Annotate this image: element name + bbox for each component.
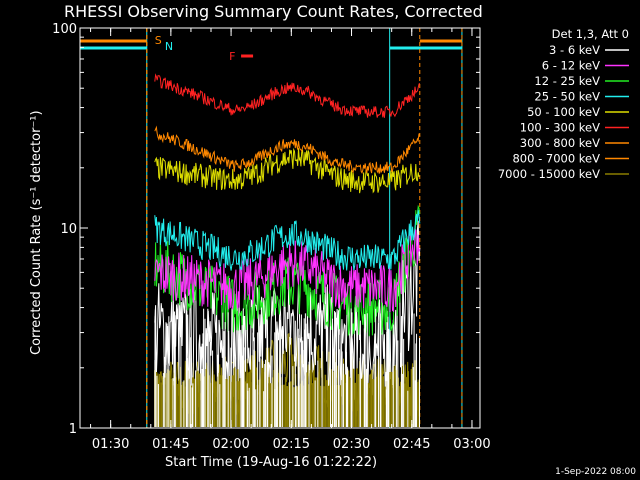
- legend-entry-label: 300 - 800 keV: [520, 136, 600, 150]
- series-line: [154, 147, 420, 194]
- legend-entry-label: 800 - 7000 keV: [512, 152, 600, 166]
- x-tick-label: 02:30: [333, 437, 370, 452]
- y-tick-label: 100: [52, 22, 77, 37]
- x-tick-label: 01:30: [92, 437, 129, 452]
- plot-area: S N F: [80, 28, 463, 428]
- x-axis-label: Start Time (19-Aug-16 01:22:22): [165, 455, 377, 470]
- y-axis-label: Corrected Count Rate (s⁻¹ detector⁻¹): [29, 110, 44, 355]
- series-line: [154, 73, 421, 118]
- y-tick-label: 1: [69, 422, 77, 437]
- legend-entry-label: 7000 - 15000 keV: [498, 167, 600, 181]
- legend-entry-label: 3 - 6 keV: [549, 43, 600, 57]
- series-line: [154, 125, 421, 175]
- generated-timestamp: 1-Sep-2022 08:00: [555, 467, 636, 477]
- chart-title: RHESSI Observing Summary Count Rates, Co…: [64, 2, 483, 21]
- x-tick-label: 02:15: [273, 437, 310, 452]
- series-line: [154, 226, 421, 313]
- axes: 1 10 100 01:30 01:45 02:00 02:15 02:30 02:45 03:0…: [52, 22, 491, 452]
- x-tick-label: 02:45: [393, 437, 430, 452]
- series-line: [154, 209, 421, 271]
- legend-entry-label: 6 - 12 keV: [542, 59, 600, 73]
- event-marker-label: N: [165, 40, 173, 53]
- y-tick-label: 10: [60, 222, 77, 237]
- legend-entry-label: 12 - 25 keV: [534, 74, 600, 88]
- x-tick-label: 03:00: [453, 437, 490, 452]
- x-tick-label: 02:00: [212, 437, 249, 452]
- event-marker-label: S: [155, 34, 162, 47]
- event-marker-label: F: [229, 50, 235, 63]
- legend-entry-label: 25 - 50 keV: [534, 90, 600, 104]
- legend-title: Det 1,3, Att 0: [552, 27, 629, 41]
- legend-entry-label: 50 - 100 keV: [527, 105, 600, 119]
- x-tick-label: 01:45: [152, 437, 189, 452]
- legend-entry-label: 100 - 300 keV: [520, 121, 600, 135]
